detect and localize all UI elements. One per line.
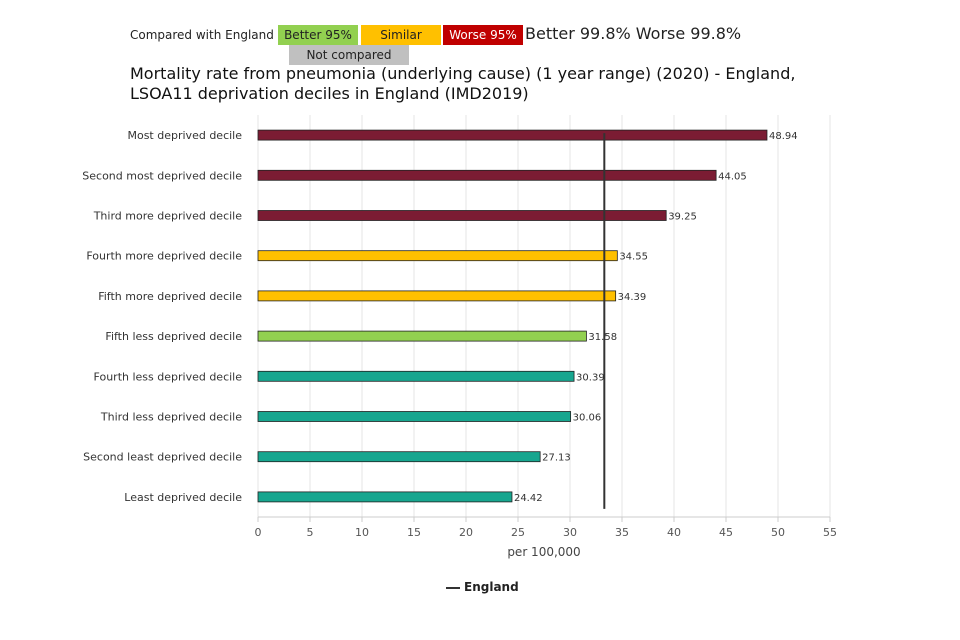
category-label: Third more deprived decile xyxy=(93,210,243,223)
category-label: Most deprived decile xyxy=(127,129,242,142)
x-tick-label: 10 xyxy=(355,526,369,539)
x-axis-title: per 100,000 xyxy=(507,545,580,559)
category-label: Fourth more deprived decile xyxy=(86,250,242,263)
data-label: 34.55 xyxy=(619,252,648,263)
data-label: 34.39 xyxy=(618,292,647,303)
x-tick-label: 55 xyxy=(823,526,837,539)
chart-title: Mortality rate from pneumonia (underlyin… xyxy=(130,64,796,103)
data-label: 27.13 xyxy=(542,453,571,464)
data-label: 39.25 xyxy=(668,212,697,223)
data-label: 48.94 xyxy=(769,131,798,142)
england-legend-label: England xyxy=(464,580,519,594)
category-label: Least deprived decile xyxy=(124,491,242,504)
bar xyxy=(257,210,667,221)
legend-similar-box: Similar xyxy=(361,25,441,45)
legend-extra-text: Better 99.8% Worse 99.8% xyxy=(525,24,742,43)
x-tick-label: 0 xyxy=(255,526,262,539)
bar xyxy=(257,290,617,302)
category-label: Second least deprived decile xyxy=(83,451,242,464)
england-legend[interactable]: England xyxy=(446,580,519,594)
legend-better-box: Better 95% xyxy=(278,25,358,45)
data-label: 30.06 xyxy=(573,413,602,424)
category-label: Fifth more deprived decile xyxy=(98,290,242,303)
bar xyxy=(257,169,717,181)
bar xyxy=(257,491,513,503)
bar xyxy=(257,370,575,382)
compared-with-label: Compared with England xyxy=(130,28,274,42)
bar xyxy=(257,129,768,141)
bar xyxy=(257,451,541,463)
category-label: Fourth less deprived decile xyxy=(94,370,243,383)
legend-not-compared-box: Not compared xyxy=(289,45,409,65)
x-tick-label: 40 xyxy=(667,526,681,539)
england-line-icon xyxy=(446,586,460,589)
data-label: 30.39 xyxy=(576,372,605,383)
data-label: 31.58 xyxy=(588,332,617,343)
x-tick-label: 20 xyxy=(459,526,473,539)
category-label: Third less deprived decile xyxy=(100,411,242,424)
data-label: 44.05 xyxy=(718,171,747,182)
category-label: Second most deprived decile xyxy=(82,169,242,182)
bar xyxy=(257,411,572,422)
x-tick-label: 50 xyxy=(771,526,785,539)
x-tick-label: 35 xyxy=(615,526,629,539)
category-label: Fifth less deprived decile xyxy=(105,330,242,343)
x-tick-label: 45 xyxy=(719,526,733,539)
x-tick-label: 15 xyxy=(407,526,421,539)
x-tick-label: 5 xyxy=(307,526,314,539)
bar xyxy=(257,330,587,342)
data-label: 24.42 xyxy=(514,493,543,504)
x-tick-label: 25 xyxy=(511,526,525,539)
x-tick-label: 30 xyxy=(563,526,577,539)
legend-worse-box: Worse 95% xyxy=(443,25,523,45)
bar xyxy=(257,250,618,262)
